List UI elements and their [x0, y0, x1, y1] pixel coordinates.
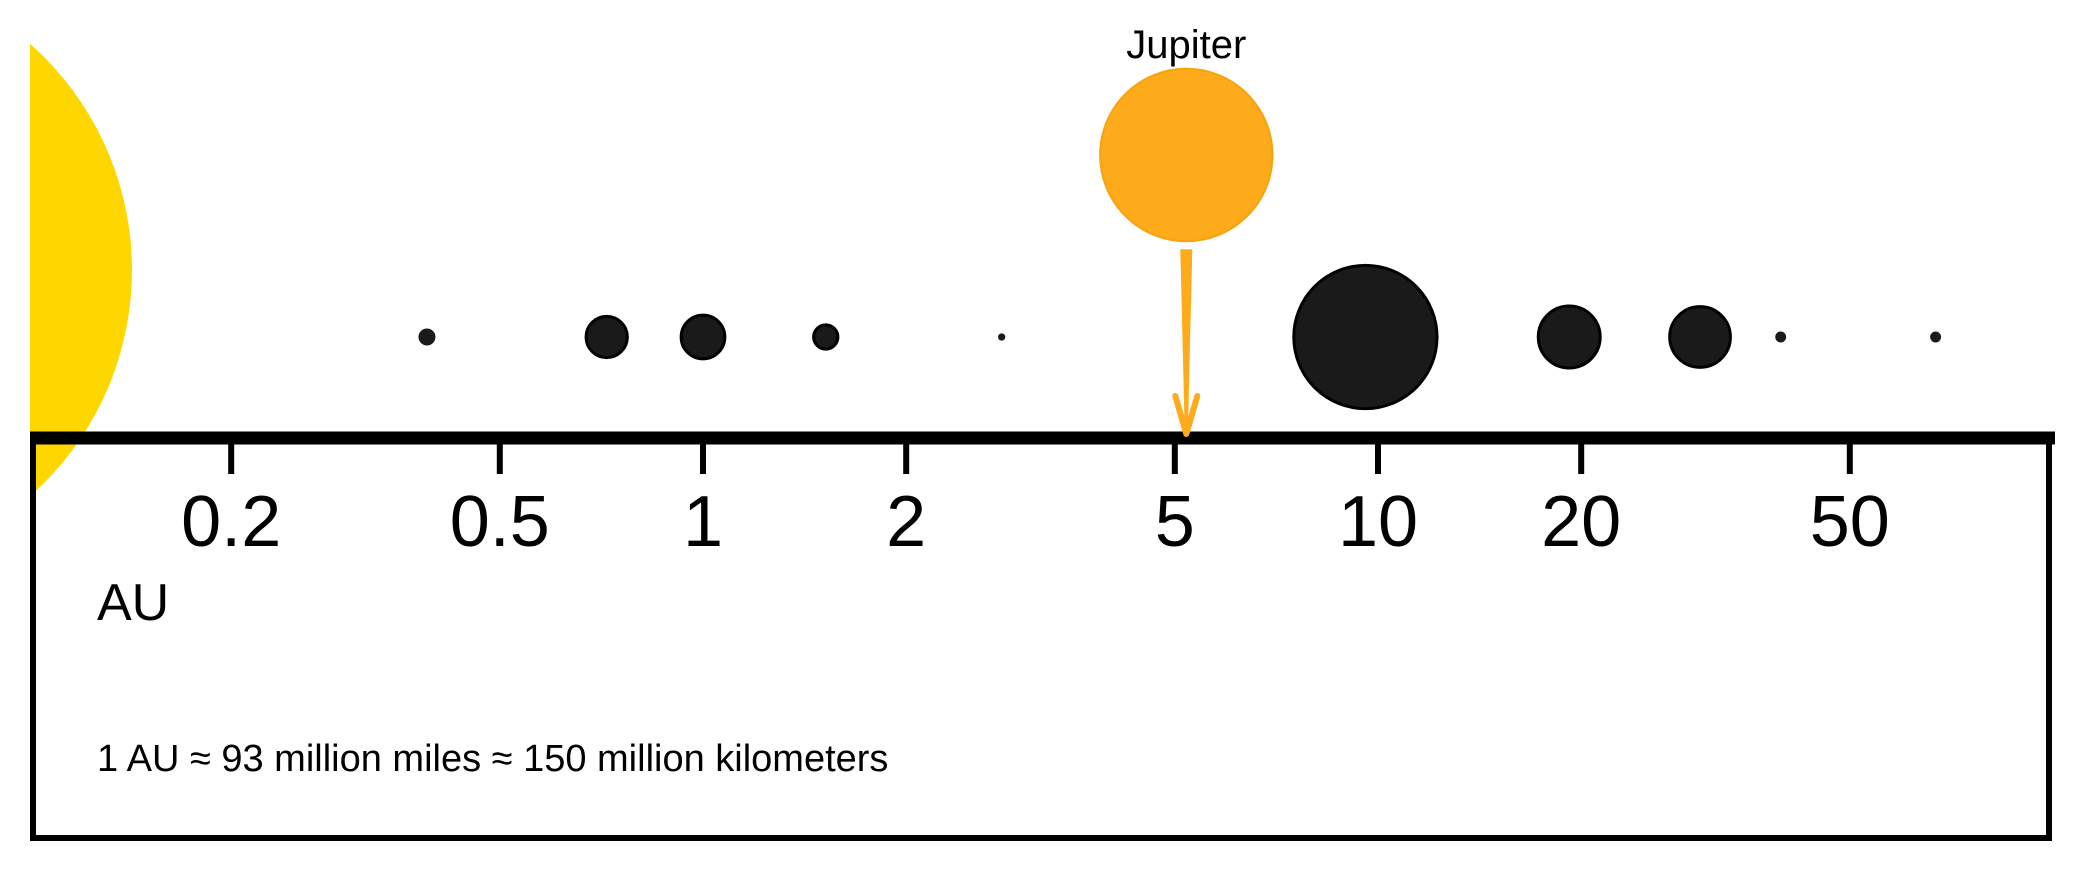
axis-tick-label: 1: [683, 482, 723, 562]
axis-tick-label: 10: [1338, 482, 1418, 562]
axis-tick-label: 0.5: [450, 482, 550, 562]
highlight-planet: [1099, 67, 1274, 243]
planet-marker: [812, 323, 840, 351]
highlight-pointer-arrow-head: [1172, 393, 1201, 437]
planet-marker: [679, 313, 727, 361]
planet-marker: [1775, 331, 1787, 343]
planet-marker: [1292, 263, 1439, 411]
planet-marker: [1536, 304, 1602, 370]
axis-tick-label: 2: [886, 482, 926, 562]
axis-tick-label: 5: [1155, 482, 1195, 562]
highlight-pointer-arrow-shaft: [1180, 249, 1193, 434]
highlight-planet-label: Jupiter: [1126, 23, 1246, 67]
planet-marker: [1930, 331, 1942, 343]
axis-tick-label: 20: [1541, 482, 1621, 562]
unit-label: AU: [97, 574, 169, 632]
planet-marker: [584, 314, 629, 360]
planet-marker: [1668, 305, 1732, 369]
sun: [30, 43, 132, 497]
axis-ticks: 0.2 0.5 1 2 5 10 20 50: [181, 442, 1890, 562]
planet-markers: [418, 263, 1942, 411]
axis-tick-label: 50: [1810, 482, 1890, 562]
au-conversion-footnote: 1 AU ≈ 93 million miles ≈ 150 million ki…: [97, 738, 888, 780]
planet-marker: [418, 328, 436, 346]
axis-tick-label: 0.2: [181, 482, 281, 562]
planet-marker: [998, 333, 1006, 341]
